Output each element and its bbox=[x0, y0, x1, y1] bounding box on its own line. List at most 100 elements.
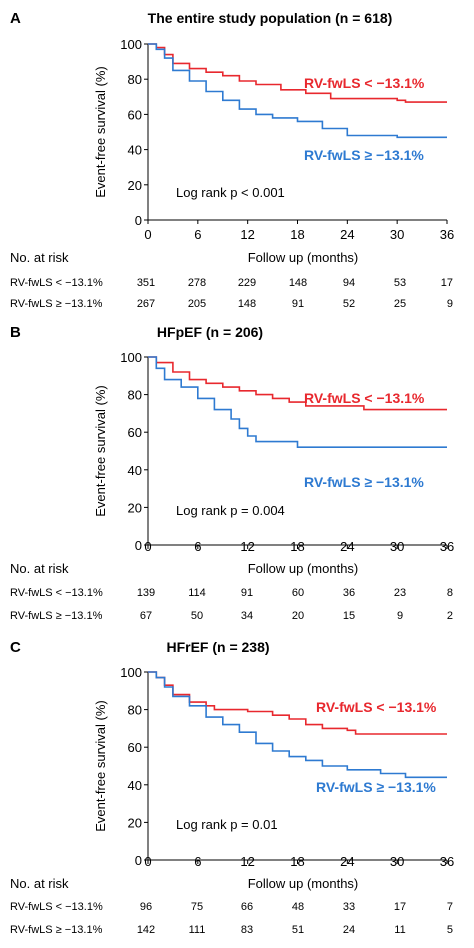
risk-row-label: RV-fwLS ≥ −13.1% bbox=[10, 298, 103, 310]
y-tick-label: 80 bbox=[128, 72, 142, 87]
x-axis-label: Follow up (months) bbox=[248, 250, 359, 265]
y-tick-label: 100 bbox=[120, 665, 142, 680]
y-tick-label: 80 bbox=[128, 703, 142, 718]
chart-title: HFpEF (n = 206) bbox=[157, 324, 263, 340]
risk-count: 96 bbox=[140, 901, 152, 913]
panel-c: C HFrEF (n = 238) 0 20 40 60 80 100 0 6 12 18 24 30 36… bbox=[10, 639, 454, 936]
x-tick-label: 30 bbox=[390, 854, 404, 869]
risk-count: 148 bbox=[289, 277, 307, 289]
x-tick-label: 36 bbox=[440, 854, 454, 869]
x-tick-label: 18 bbox=[290, 854, 304, 869]
log-rank-text: Log rank p = 0.004 bbox=[176, 503, 285, 518]
x-tick-label: 6 bbox=[194, 854, 201, 869]
risk-count: 34 bbox=[241, 610, 253, 622]
risk-count: 67 bbox=[140, 610, 152, 622]
risk-count: 9 bbox=[447, 298, 453, 310]
x-tick-label: 0 bbox=[144, 854, 151, 869]
risk-count: 83 bbox=[241, 924, 253, 936]
x-tick-label: 12 bbox=[240, 854, 254, 869]
x-tick-label: 6 bbox=[194, 227, 201, 242]
x-tick-label: 18 bbox=[290, 227, 304, 242]
legend-label-blue: RV-fwLS ≥ −13.1% bbox=[316, 779, 436, 795]
x-tick-label: 18 bbox=[290, 539, 304, 554]
risk-count: 17 bbox=[394, 901, 406, 913]
legend-label-red: RV-fwLS < −13.1% bbox=[316, 699, 437, 715]
legend-label-red: RV-fwLS < −13.1% bbox=[304, 390, 425, 406]
risk-count: 11 bbox=[394, 924, 405, 936]
x-tick-label: 0 bbox=[144, 227, 151, 242]
risk-count: 205 bbox=[188, 298, 206, 310]
x-tick-label: 30 bbox=[390, 539, 404, 554]
survival-curve-blue bbox=[148, 671, 447, 779]
y-tick-label: 100 bbox=[120, 37, 142, 52]
risk-count: 53 bbox=[394, 277, 406, 289]
y-tick-label: 80 bbox=[128, 388, 142, 403]
risk-count: 36 bbox=[343, 587, 355, 599]
risk-count: 51 bbox=[292, 924, 304, 936]
y-axis-label: Event-free survival (%) bbox=[93, 385, 108, 516]
y-tick-label: 40 bbox=[128, 143, 142, 158]
legend-label-blue: RV-fwLS ≥ −13.1% bbox=[304, 474, 424, 490]
risk-count: 23 bbox=[394, 587, 406, 599]
risk-row-label: RV-fwLS ≥ −13.1% bbox=[10, 610, 103, 622]
risk-count: 111 bbox=[189, 924, 206, 936]
x-tick-label: 12 bbox=[240, 227, 254, 242]
survival-curve-blue bbox=[148, 43, 447, 139]
survival-curve-red bbox=[148, 671, 447, 735]
legend-label-blue: RV-fwLS ≥ −13.1% bbox=[304, 147, 424, 163]
y-tick-label: 40 bbox=[128, 463, 142, 478]
risk-count: 91 bbox=[241, 587, 253, 599]
risk-row-label: RV-fwLS ≥ −13.1% bbox=[10, 924, 103, 936]
risk-count: 7 bbox=[447, 901, 453, 913]
risk-count: 50 bbox=[191, 610, 203, 622]
risk-count: 24 bbox=[343, 924, 355, 936]
chart-title: HFrEF (n = 238) bbox=[166, 639, 269, 655]
panel-letter: B bbox=[10, 324, 21, 341]
x-axis-label: Follow up (months) bbox=[248, 876, 359, 891]
x-tick-label: 36 bbox=[440, 539, 454, 554]
x-tick-label: 30 bbox=[390, 227, 404, 242]
survival-curve-blue bbox=[148, 356, 447, 448]
risk-count: 267 bbox=[137, 298, 155, 310]
risk-row-label: RV-fwLS < −13.1% bbox=[10, 901, 103, 913]
risk-count: 17 bbox=[441, 277, 453, 289]
survival-curve-red bbox=[148, 43, 447, 103]
risk-count: 5 bbox=[447, 924, 453, 936]
risk-count: 60 bbox=[292, 587, 304, 599]
panel-letter: A bbox=[10, 10, 21, 27]
risk-table-header: No. at risk bbox=[10, 876, 69, 891]
legend-label-red: RV-fwLS < −13.1% bbox=[304, 75, 425, 91]
risk-count: 139 bbox=[137, 587, 155, 599]
log-rank-text: Log rank p < 0.001 bbox=[176, 185, 285, 200]
x-tick-label: 12 bbox=[240, 539, 254, 554]
risk-count: 94 bbox=[343, 277, 355, 289]
y-tick-label: 20 bbox=[128, 815, 142, 830]
y-tick-label: 60 bbox=[128, 740, 142, 755]
panel-b: B HFpEF (n = 206) 0 20 40 60 80 100 0 6 12 18 24 30 36… bbox=[10, 324, 454, 622]
risk-count: 114 bbox=[188, 587, 206, 599]
x-tick-label: 36 bbox=[440, 227, 454, 242]
risk-count: 2 bbox=[447, 610, 453, 622]
y-tick-label: 0 bbox=[135, 213, 142, 228]
risk-count: 15 bbox=[343, 610, 355, 622]
risk-count: 75 bbox=[191, 901, 203, 913]
x-tick-label: 24 bbox=[340, 539, 354, 554]
y-tick-label: 0 bbox=[135, 853, 142, 868]
x-tick-label: 6 bbox=[194, 539, 201, 554]
y-axis-label: Event-free survival (%) bbox=[93, 66, 108, 197]
x-axis-label: Follow up (months) bbox=[248, 561, 359, 576]
risk-count: 52 bbox=[343, 298, 355, 310]
x-tick-label: 24 bbox=[340, 854, 354, 869]
risk-count: 229 bbox=[238, 277, 256, 289]
y-tick-label: 20 bbox=[128, 500, 142, 515]
y-tick-label: 60 bbox=[128, 425, 142, 440]
y-tick-label: 20 bbox=[128, 178, 142, 193]
risk-count: 278 bbox=[188, 277, 206, 289]
risk-count: 91 bbox=[292, 298, 304, 310]
survival-curve-red bbox=[148, 356, 447, 411]
chart-title: The entire study population (n = 618) bbox=[148, 10, 393, 26]
risk-count: 20 bbox=[292, 610, 304, 622]
risk-count: 66 bbox=[241, 901, 253, 913]
risk-count: 9 bbox=[397, 610, 403, 622]
